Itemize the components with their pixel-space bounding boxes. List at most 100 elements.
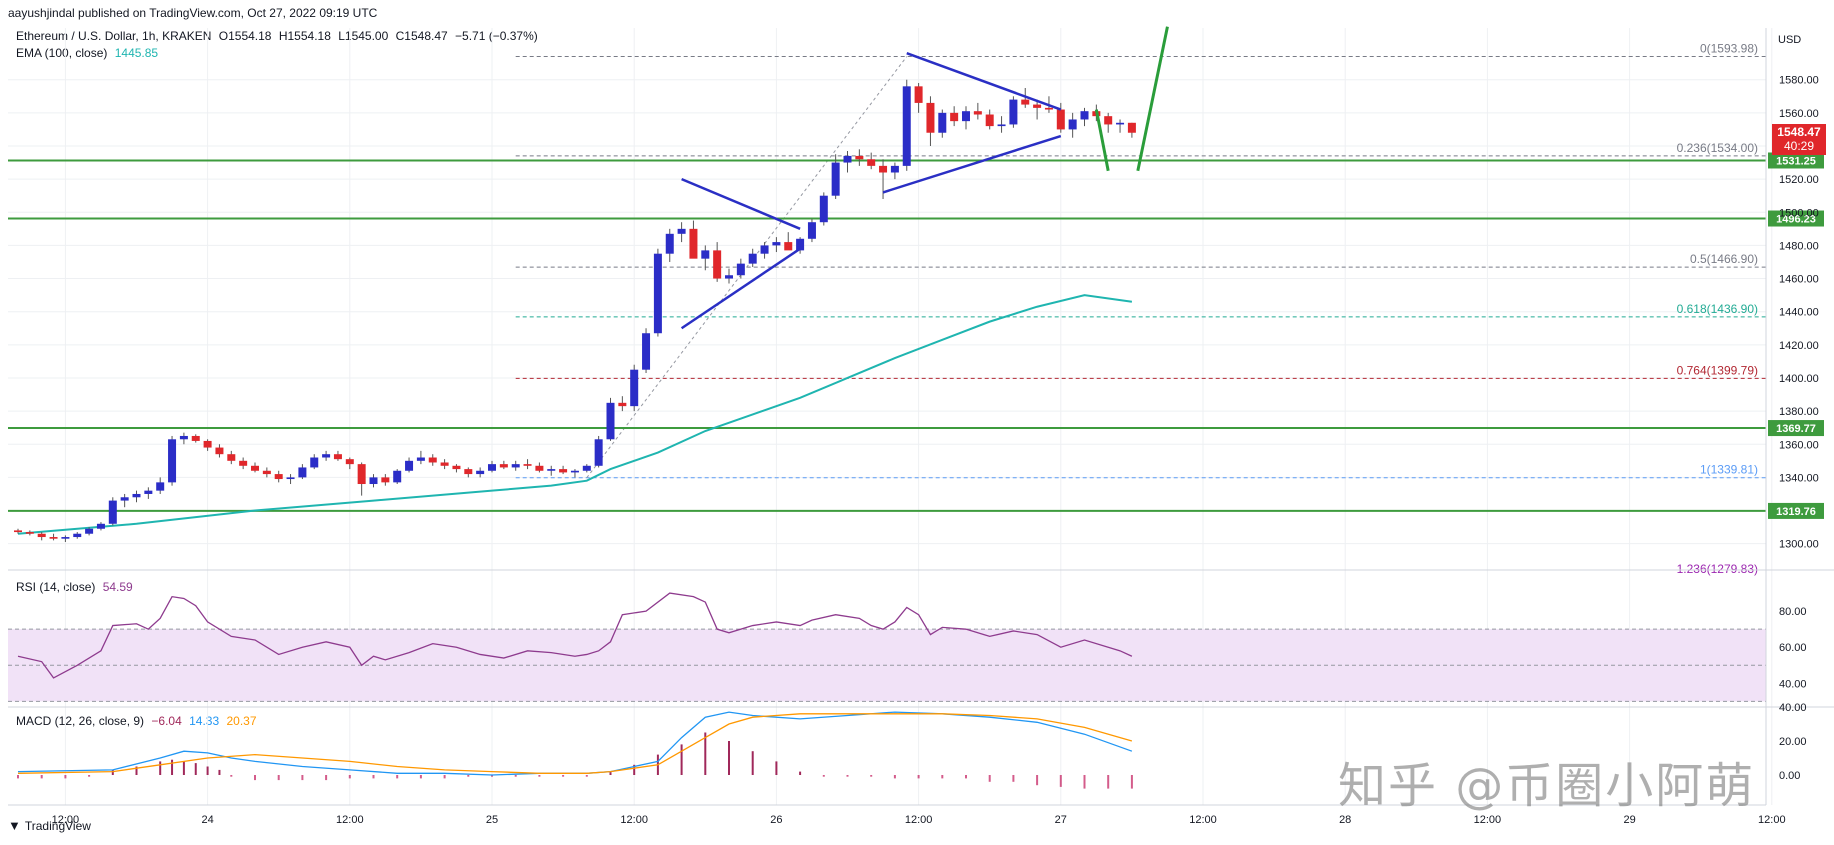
bear-candle [535, 465, 544, 471]
bull-candle [511, 464, 520, 468]
bear-candle [14, 530, 22, 533]
y-tick-label: 1380.00 [1779, 406, 1819, 418]
bull-candle [61, 537, 70, 539]
macd-legend: MACD (12, 26, close, 9) −6.04 14.33 20.3… [16, 714, 257, 728]
tradingview-label: TradingView [24, 818, 91, 833]
bear-candle [973, 111, 982, 115]
high-value: H1554.18 [278, 29, 331, 43]
bull-candle [819, 195, 828, 223]
bull-candle [570, 470, 579, 473]
bull-candle [108, 500, 117, 524]
bull-candle [772, 242, 781, 246]
bear-candle [203, 440, 212, 448]
bear-candle [215, 447, 224, 455]
x-tick-label: 12:00 [1758, 814, 1786, 826]
current-price-tag: 1548.47 40:29 [1772, 124, 1826, 155]
bull-candle [997, 124, 1006, 127]
ema-series [17, 294, 1133, 535]
support-price-label: 1319.76 [1776, 506, 1816, 518]
fib-label: 1.236(1279.83) [1677, 562, 1758, 576]
x-tick-label: 12:00 [52, 814, 80, 826]
macd-hist-value: −6.04 [151, 714, 182, 728]
macd-tick-label: 40.00 [1779, 702, 1807, 714]
bear-candle [440, 462, 449, 466]
bear-candle [191, 435, 200, 441]
bear-candle [262, 470, 271, 475]
bear-candle [37, 533, 46, 538]
triangle-trendline [906, 52, 1062, 111]
bear-candle [784, 242, 793, 251]
bear-candle [1021, 99, 1030, 105]
bull-candle [286, 477, 295, 480]
bull-candle [369, 477, 378, 485]
rsi-value: 54.59 [102, 580, 133, 594]
bull-candle [677, 228, 686, 234]
bear-candle [227, 454, 236, 461]
bull-candle [132, 493, 141, 498]
fibonacci-levels: 0(1593.98) 0.236(1534.00) 0.5(1466.90) 0.61… [515, 42, 1766, 576]
bear-candle [879, 165, 888, 173]
fib-label: 0.618(1436.90) [1677, 302, 1758, 316]
bull-candle [488, 464, 496, 471]
bull-candle [1080, 111, 1089, 120]
x-tick-label: 12:00 [620, 814, 648, 826]
bull-candle [938, 112, 947, 133]
x-tick-label: 28 [1339, 814, 1351, 826]
bull-candle [156, 482, 165, 491]
bear-candle [914, 86, 923, 103]
bear-candle [345, 459, 354, 465]
x-tick-label: 12:00 [905, 814, 933, 826]
rsi-tick-label: 80.00 [1779, 606, 1807, 618]
bear-candle [689, 228, 698, 259]
bull-candle [96, 523, 105, 529]
fib-label: 1(1339.81) [1700, 463, 1758, 477]
bull-candle [642, 333, 651, 370]
ema-label: EMA (100, close) [16, 46, 108, 60]
fib-label: 0.764(1399.79) [1677, 363, 1758, 377]
bear-candle [1044, 107, 1053, 110]
bear-candle [713, 250, 722, 279]
bull-candle [962, 111, 970, 122]
x-tick-label: 27 [1055, 814, 1067, 826]
rsi-tick-label: 60.00 [1779, 642, 1807, 654]
bear-candle [239, 460, 248, 466]
tradingview-brand[interactable]: ▼ TradingView [8, 818, 91, 833]
x-tick-label: 12:00 [1474, 814, 1502, 826]
bear-candle [452, 465, 461, 470]
bull-candle [168, 439, 177, 483]
candles [14, 79, 1136, 543]
bull-candle [85, 528, 94, 534]
x-tick-label: 25 [486, 814, 498, 826]
low-value: L1545.00 [338, 29, 389, 43]
support-price-label: 1531.25 [1776, 155, 1816, 167]
macd-line-value: 14.33 [189, 714, 220, 728]
close-value: C1548.47 [395, 29, 448, 43]
tradingview-logo-icon: ▼ [8, 818, 21, 833]
triangle-trendline [680, 247, 801, 330]
y-tick-label: 1360.00 [1779, 439, 1819, 451]
rsi-tick-label: 40.00 [1779, 678, 1807, 690]
bull-candle [594, 439, 603, 466]
ema-legend: EMA (100, close) 1445.85 [16, 46, 158, 60]
bear-candle [428, 457, 437, 463]
bear-candle [867, 159, 876, 166]
projection-line [1136, 26, 1169, 172]
y-tick-label: 1340.00 [1779, 472, 1819, 484]
x-tick-label: 26 [770, 814, 782, 826]
bear-candle [464, 469, 473, 475]
bear-candle [950, 112, 959, 122]
ema-value: 1445.85 [114, 46, 159, 60]
publisher-line: aayushjindal published on TradingView.co… [8, 6, 378, 20]
change-value: −5.71 (−0.37%) [455, 29, 538, 43]
fib-trend-line [586, 56, 908, 479]
watermark: 知乎 @币圈小阿萌 [1338, 758, 1756, 814]
x-tick-label: 12:00 [1189, 814, 1217, 826]
bull-candle [748, 253, 757, 264]
fib-label: 0.5(1466.90) [1690, 252, 1758, 266]
bull-candle [725, 275, 733, 279]
bear-candle [381, 477, 390, 483]
support-price-tag [1768, 152, 1824, 169]
x-tick-label: 29 [1623, 814, 1635, 826]
